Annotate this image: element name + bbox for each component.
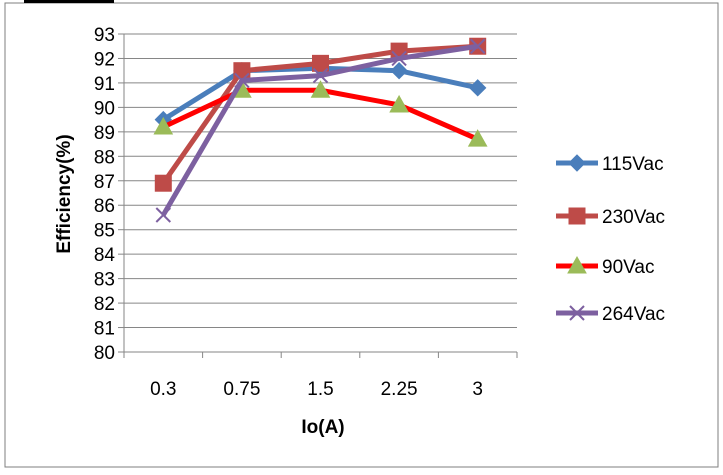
y-tick-label: 87	[94, 172, 115, 193]
y-tick-label: 90	[94, 98, 115, 119]
data-point-230Vac-0.3	[154, 174, 172, 192]
data-point-264Vac-0.3	[155, 207, 172, 223]
data-point-90Vac-3	[467, 129, 488, 147]
y-tick-label: 91	[94, 74, 115, 95]
y-tick-label: 86	[94, 196, 115, 217]
legend-item-264Vac: 264Vac	[556, 304, 665, 325]
x-axis-title: Io(A)	[301, 417, 344, 438]
data-point-90Vac-2.25	[389, 94, 409, 113]
x-tick-label: 3	[472, 379, 483, 400]
x-tick-label: 0.75	[223, 379, 260, 400]
legend-label: 115Vac	[602, 154, 664, 175]
x-tick-label: 1.5	[307, 379, 333, 400]
legend-item-115Vac: 115Vac	[556, 154, 664, 175]
data-point-264Vac-3	[469, 38, 486, 54]
y-tick-label: 83	[94, 270, 115, 291]
y-tick-label: 89	[94, 123, 115, 144]
y-tick-labels: 80 81 82 83 84 85 86 87 88 89 90 91 92 93	[94, 25, 116, 364]
y-tick-label: 84	[94, 245, 116, 266]
y-tick-label: 80	[94, 343, 115, 364]
legend-label: 90Vac	[602, 257, 654, 278]
data-point-230Vac-1.5	[312, 54, 329, 72]
x-tick-label: 0.3	[150, 379, 176, 400]
legend-marker	[568, 154, 586, 172]
legend-label: 264Vac	[602, 304, 665, 325]
data-point-90Vac-0.3	[153, 116, 174, 135]
y-tick-label: 85	[94, 221, 115, 242]
axes	[118, 33, 518, 358]
y-tick-label: 88	[94, 147, 115, 168]
legend-item-90Vac: 90Vac	[556, 255, 654, 278]
data-point-115Vac-3	[468, 79, 487, 97]
series-layer	[153, 37, 488, 223]
data-point-230Vac-0.75	[233, 62, 251, 80]
data-point-115Vac-2.25	[390, 61, 408, 80]
legend: 115Vac 230Vac 90Vac 264Vac	[556, 154, 665, 325]
clipped-title-fragment	[24, 0, 114, 3]
legend-marker	[567, 255, 587, 274]
legend-marker	[569, 305, 585, 321]
y-tick-label: 81	[94, 319, 115, 340]
legend-label: 230Vac	[602, 207, 665, 228]
legend-item-230Vac: 230Vac	[556, 207, 665, 228]
data-point-264Vac-0.75	[234, 72, 250, 89]
x-tick-labels: 0.3 0.75 1.5 2.25 3	[150, 379, 483, 400]
legend-marker	[568, 207, 586, 225]
x-tick-label: 2.25	[381, 379, 418, 400]
y-axis-title: Efficiency(%)	[54, 134, 75, 253]
y-tick-label: 92	[94, 49, 115, 70]
y-tick-label: 93	[94, 25, 115, 46]
data-point-264Vac-2.25	[391, 50, 407, 67]
y-tick-label: 82	[94, 294, 115, 315]
data-point-264Vac-1.5	[312, 67, 329, 84]
data-point-90Vac-1.5	[310, 80, 331, 98]
